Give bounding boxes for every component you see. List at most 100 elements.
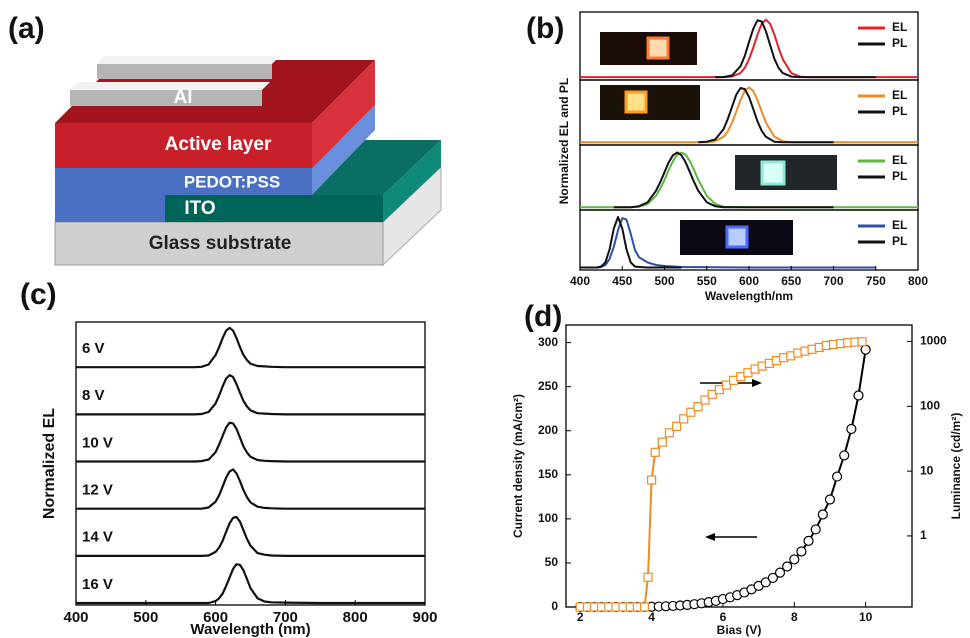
x-tick-label: 2	[577, 610, 584, 624]
x-tick-label: 400	[63, 609, 88, 626]
circle-marker	[797, 547, 806, 556]
x-tick-label: 550	[697, 274, 717, 288]
photo-glow	[727, 227, 747, 247]
page: (a) (b) (c) (d) Al Active layer PEDOT:PS…	[0, 0, 970, 638]
photo	[735, 155, 837, 190]
circle-marker	[825, 495, 834, 504]
legend-label: PL	[892, 36, 907, 50]
x-axis-label: Wavelength (nm)	[190, 621, 310, 638]
square-marker	[648, 476, 656, 484]
al-front	[97, 64, 272, 79]
square-marker	[858, 338, 866, 346]
data-line	[76, 564, 425, 603]
x-tick-label: 650	[781, 274, 801, 288]
figure: (a) (b) (c) (d) Al Active layer PEDOT:PS…	[0, 0, 970, 638]
device-diagram: Al Active layer PEDOT:PSS ITO Glass subs…	[55, 56, 441, 265]
photo-glow	[762, 162, 784, 184]
square-marker	[673, 422, 681, 430]
circle-marker	[818, 510, 827, 519]
x-tick-label: 4	[648, 610, 655, 624]
panel-label: (a)	[8, 12, 45, 45]
data-line	[698, 88, 833, 142]
y-tick-label: 100	[538, 511, 558, 525]
photo	[600, 85, 700, 120]
y-tick-label: 250	[538, 379, 558, 393]
x-axis-label: Bias (V)	[717, 623, 762, 637]
circle-marker	[833, 472, 842, 481]
x-tick-label: 900	[412, 609, 437, 626]
trace-label: 16 V	[82, 576, 113, 593]
legend-label: PL	[892, 104, 907, 118]
x-tick-label: 600	[739, 274, 759, 288]
trace-label: 10 V	[82, 434, 113, 451]
arrow-head	[752, 379, 762, 387]
square-marker	[640, 603, 648, 611]
y2-tick-label: 100	[920, 399, 940, 413]
x-tick-label: 8	[791, 610, 798, 624]
arrow-head	[705, 533, 715, 541]
legend-label: PL	[892, 234, 907, 248]
legend-label: PL	[892, 169, 907, 183]
circle-marker	[840, 451, 849, 460]
circle-marker	[861, 345, 870, 354]
device-photos	[600, 32, 837, 255]
x-tick-label: 500	[654, 274, 674, 288]
y-tick-label: 0	[551, 599, 558, 613]
y-axis-label: Current density (mA/cm²)	[511, 394, 525, 538]
y-tick-label: 300	[538, 335, 558, 349]
y2-tick-label: 1000	[920, 334, 947, 348]
al-front	[70, 90, 262, 106]
photo-glow	[648, 38, 668, 58]
y2-axis-label: Luminance (cd/m²)	[949, 413, 963, 520]
x-axis-label: Wavelength/nm	[705, 289, 793, 303]
y-axis-label: Normalized EL and PL	[557, 78, 571, 204]
photo-glow	[626, 92, 646, 112]
layer-label: Active layer	[165, 134, 272, 155]
circle-marker	[790, 555, 799, 564]
circle-marker	[854, 391, 863, 400]
square-marker	[651, 448, 659, 456]
layer-label: ITO	[184, 198, 215, 219]
x-tick-label: 700	[823, 274, 843, 288]
panel-label: (d)	[524, 300, 562, 333]
x-tick-label: 6	[720, 610, 727, 624]
y2-tick-label: 10	[920, 463, 934, 477]
legend-label: EL	[892, 88, 907, 102]
plot-frame	[566, 325, 912, 607]
circle-marker	[804, 536, 813, 545]
legend-label: EL	[892, 153, 907, 167]
square-marker	[644, 573, 652, 581]
trace-label: 12 V	[82, 481, 113, 498]
data-line	[580, 217, 681, 268]
data-line	[715, 20, 876, 77]
data-line	[76, 469, 425, 508]
x-tick-label: 400	[570, 274, 590, 288]
circle-marker	[783, 562, 792, 571]
circle-marker	[847, 424, 856, 433]
y2-tick-label: 1	[920, 528, 927, 542]
data-line	[76, 328, 425, 367]
x-tick-label: 800	[343, 609, 368, 626]
x-tick-label: 750	[866, 274, 886, 288]
y-axis-label: Normalized EL	[41, 408, 58, 519]
legend-label: EL	[892, 20, 907, 34]
panel-label: (b)	[526, 12, 564, 45]
al-top	[97, 56, 280, 64]
square-marker	[658, 438, 666, 446]
y-tick-label: 200	[538, 423, 558, 437]
layer-label: Glass substrate	[149, 233, 292, 254]
data-line	[76, 375, 425, 414]
trace-label: 14 V	[82, 529, 113, 546]
y-tick-label: 50	[545, 555, 559, 569]
data-line	[76, 423, 425, 462]
panel-label: (c)	[20, 278, 57, 311]
layer-label: Al	[174, 87, 193, 108]
data-line	[580, 342, 862, 607]
x-tick-label: 800	[908, 274, 928, 288]
x-tick-label: 10	[859, 610, 873, 624]
x-tick-label: 450	[612, 274, 632, 288]
trace-label: 6 V	[82, 340, 105, 357]
legend-label: EL	[892, 218, 907, 232]
layer-label: PEDOT:PSS	[184, 172, 280, 191]
x-tick-label: 500	[133, 609, 158, 626]
